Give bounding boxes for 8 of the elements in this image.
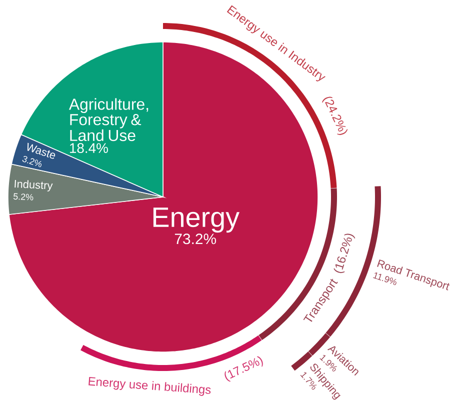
slice-label: Energy [153, 208, 240, 233]
slice-label: Industry [14, 180, 53, 192]
category-label: Energy use in buildings [88, 377, 211, 396]
data-label: 5.2% [13, 193, 34, 200]
data-label: 11.9% [373, 272, 396, 286]
data-label: 18.4% [70, 143, 108, 154]
data-label: 73.2% [174, 234, 216, 244]
slice-label: Agriculture, Forestry & Land Use [68, 98, 148, 142]
